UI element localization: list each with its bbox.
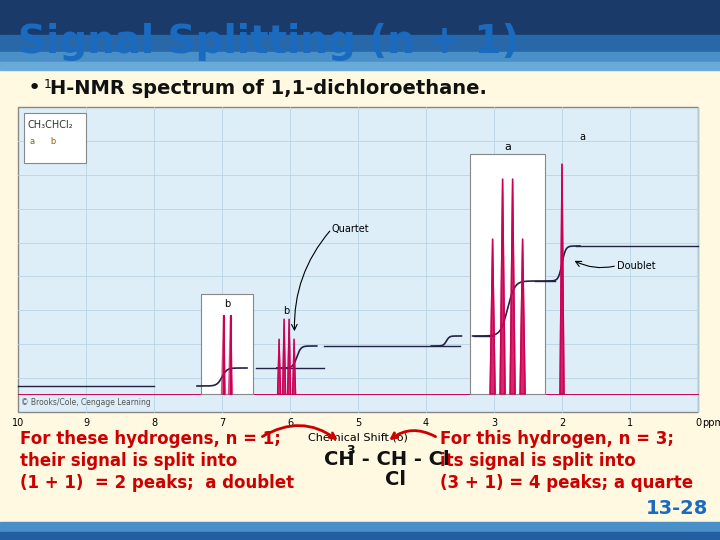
Bar [0, 52, 720, 62]
Text: b: b [284, 306, 289, 316]
Text: 4: 4 [423, 418, 429, 428]
Text: 1: 1 [627, 418, 633, 428]
Text: 8: 8 [151, 418, 157, 428]
Text: Quartet: Quartet [332, 224, 369, 234]
Text: Signal Splitting (n + 1): Signal Splitting (n + 1) [18, 23, 519, 61]
Polygon shape [500, 179, 505, 394]
Bar [0, 35, 720, 52]
Text: its signal is split into: its signal is split into [440, 452, 636, 470]
Text: Chemical Shift (δ): Chemical Shift (δ) [308, 432, 408, 442]
Text: 6: 6 [287, 418, 293, 428]
Polygon shape [510, 179, 515, 394]
Text: 3: 3 [346, 444, 355, 457]
Text: a: a [579, 132, 585, 142]
Text: b: b [224, 299, 230, 309]
Bar [0, 532, 720, 540]
Text: (3 + 1) = 4 peaks; a quarte: (3 + 1) = 4 peaks; a quarte [440, 474, 693, 492]
Text: 13-28: 13-28 [646, 499, 708, 518]
Text: - CH - Cl: - CH - Cl [355, 450, 449, 469]
Text: For this hydrogen, n = 3;: For this hydrogen, n = 3; [440, 430, 674, 448]
Text: •: • [28, 78, 41, 98]
Bar [24, 113, 86, 163]
Polygon shape [287, 319, 291, 394]
Polygon shape [228, 316, 233, 394]
Bar [18, 107, 698, 412]
Text: 3: 3 [491, 418, 497, 428]
Polygon shape [560, 164, 564, 394]
Polygon shape [520, 239, 525, 394]
Text: 0: 0 [695, 418, 701, 428]
Text: Cl: Cl [385, 470, 406, 489]
Text: 2: 2 [559, 418, 565, 428]
Polygon shape [490, 239, 495, 394]
Polygon shape [283, 319, 286, 394]
Bar [470, 154, 545, 394]
Text: their signal is split into: their signal is split into [20, 452, 238, 470]
Text: 10: 10 [12, 418, 24, 428]
Text: © Brooks/Cole, Cengage Learning: © Brooks/Cole, Cengage Learning [21, 398, 150, 407]
Bar [201, 294, 253, 394]
Polygon shape [278, 339, 281, 394]
Text: CH₃CHCl₂: CH₃CHCl₂ [28, 120, 73, 130]
Polygon shape [292, 339, 296, 394]
Polygon shape [222, 316, 225, 394]
Text: For these hydrogens, n = 1;: For these hydrogens, n = 1; [20, 430, 281, 448]
Text: H-NMR spectrum of 1,1-dichloroethane.: H-NMR spectrum of 1,1-dichloroethane. [50, 78, 487, 98]
Text: Doublet: Doublet [617, 261, 656, 271]
Text: (1 + 1)  = 2 peaks;  a doublet: (1 + 1) = 2 peaks; a doublet [20, 474, 294, 492]
Text: ppm: ppm [702, 418, 720, 428]
Text: a      b: a b [30, 137, 56, 146]
Text: 1: 1 [44, 78, 52, 91]
Text: 9: 9 [83, 418, 89, 428]
Text: 5: 5 [355, 418, 361, 428]
Bar [0, 62, 720, 70]
Text: a: a [504, 142, 511, 152]
Bar [0, 522, 720, 540]
Text: CH: CH [325, 450, 355, 469]
Bar [0, 0, 720, 35]
Text: 7: 7 [219, 418, 225, 428]
